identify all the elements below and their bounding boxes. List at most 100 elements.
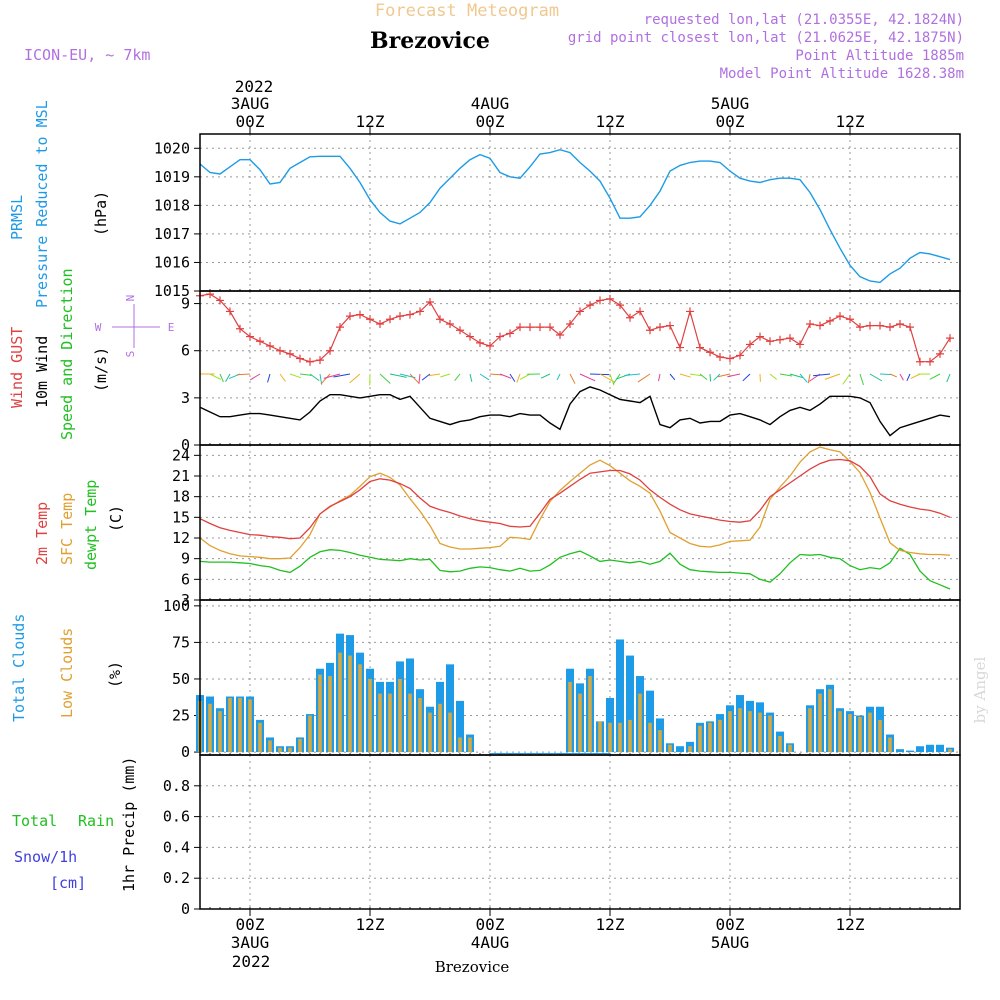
wind-direction-arrow [906, 373, 911, 382]
wind-direction-arrow [421, 373, 431, 381]
wind-direction-arrow [569, 373, 576, 384]
wind-direction-arrow [267, 373, 271, 383]
precip-snow-label: Snow/1h [14, 848, 77, 866]
wind-direction-arrow [717, 373, 731, 378]
low-clouds-bar [878, 719, 882, 753]
wind-direction-arrow [454, 373, 461, 382]
wind-ytick-label: 0 [181, 436, 190, 454]
compass-s: S [124, 351, 137, 358]
model-altitude: Model Point Altitude 1628.38m [720, 66, 964, 82]
wind-direction-arrow [225, 373, 231, 383]
footer-location: Brezovice [435, 958, 510, 976]
pressure-ytick-label: 1016 [154, 253, 190, 271]
wind-gust-marker [286, 349, 294, 358]
low-clouds-bar [638, 693, 642, 753]
total-clouds-bar [646, 690, 654, 753]
wind-direction-arrow [249, 373, 261, 381]
low-clouds-bar [758, 712, 762, 753]
compass-rose: W E N S [95, 295, 175, 358]
wind-gust-marker [246, 332, 254, 341]
wind-direction-arrow [713, 373, 721, 381]
low-clouds-bar [448, 712, 452, 753]
low-clouds-bar [458, 737, 462, 753]
clouds-low-label: Low Clouds [58, 628, 76, 718]
low-clouds-bar [378, 693, 382, 753]
wind-direction-arrow [859, 373, 864, 386]
wind-direction-arrow [799, 373, 808, 383]
top-date-label: 4AUG [471, 94, 510, 113]
low-clouds-bar [698, 725, 702, 753]
low-clouds-bar [808, 708, 812, 753]
top-time-label: 12Z [596, 112, 625, 131]
wind-gust-marker [786, 334, 794, 343]
temperature-ytick-label: 18 [172, 488, 190, 506]
wind-direction-arrow [658, 373, 661, 382]
wind-gust-label: Wind GUST [8, 327, 26, 408]
t2m-line [199, 458, 951, 540]
wind-direction-arrow [309, 373, 320, 382]
wind-gust-marker [626, 313, 634, 322]
low-clouds-bar [418, 697, 422, 753]
low-clouds-bar [778, 735, 782, 753]
precip-snow-unit: [cm] [50, 874, 86, 892]
title-location: Brezovice [370, 28, 490, 54]
low-clouds-bar [288, 747, 292, 753]
wind-direction-arrow [418, 373, 421, 384]
total-clouds-bar [626, 655, 634, 753]
wind-gust-marker [676, 343, 684, 352]
bottom-year: 2022 [232, 952, 271, 971]
bottom-time-label: 00Z [476, 915, 505, 934]
wind-gust-marker [436, 315, 444, 324]
wind-gust-marker [216, 296, 224, 305]
precip-unit: 1hr Precip (mm) [120, 757, 138, 892]
wind-ytick-label: 9 [181, 295, 190, 313]
wind-gust-marker [526, 323, 534, 332]
temperature-ytick-label: 24 [172, 446, 190, 464]
wind-gust-marker [596, 296, 604, 305]
total-clouds-bar [456, 700, 464, 753]
low-clouds-bar [828, 689, 832, 753]
low-clouds-bar [328, 676, 332, 753]
precip-ytick-label: 0.8 [163, 777, 190, 795]
low-clouds-bar [668, 744, 672, 753]
watermark: by Angel [971, 656, 989, 723]
wind-direction-arrow [209, 373, 222, 380]
top-date-label: 5AUG [711, 94, 750, 113]
wind-gust-marker [686, 307, 694, 316]
bottom-time-label: 12Z [356, 915, 385, 934]
low-clouds-bar [868, 712, 872, 753]
pressure-label-1: PRMSL [8, 195, 26, 240]
wind-gust-marker [336, 323, 344, 332]
wind-gust-marker [766, 337, 774, 346]
wind-gust-marker [376, 320, 384, 328]
top-time-label: 00Z [716, 112, 745, 131]
low-clouds-bar [838, 711, 842, 753]
wind-gust-marker [706, 348, 714, 357]
precip-rain-label: Rain [78, 812, 114, 830]
clouds-ytick-label: 100 [163, 597, 190, 615]
precip-frame [199, 754, 961, 910]
low-clouds-bar [728, 711, 732, 753]
wind-direction-arrow [889, 373, 898, 378]
low-clouds-bar [748, 711, 752, 753]
wind-direction-arrow [769, 373, 778, 380]
wind-direction-arrow [519, 373, 531, 380]
wind-direction-arrow [679, 373, 691, 378]
wind-gust-marker [656, 323, 664, 332]
wind-direction-arrow [910, 373, 921, 379]
low-clouds-bar [308, 715, 312, 753]
wind-gust-marker [876, 321, 884, 330]
temperature-ytick-label: 15 [172, 508, 190, 526]
wind-gust-marker [826, 316, 834, 325]
wind-ytick-label: 6 [181, 342, 190, 360]
wind-direction-arrow [842, 373, 851, 385]
wind-gust-marker [746, 340, 754, 349]
bottom-date-label: 3AUG [231, 933, 270, 952]
total-clouds-bar [906, 750, 914, 753]
bottom-time-label: 00Z [236, 915, 265, 934]
temperature-ytick-label: 12 [172, 529, 190, 547]
pressure-frame [199, 133, 961, 292]
wind-gust-marker [856, 323, 864, 332]
precip-total-label: Total [12, 812, 57, 830]
low-clouds-bar [948, 749, 952, 753]
